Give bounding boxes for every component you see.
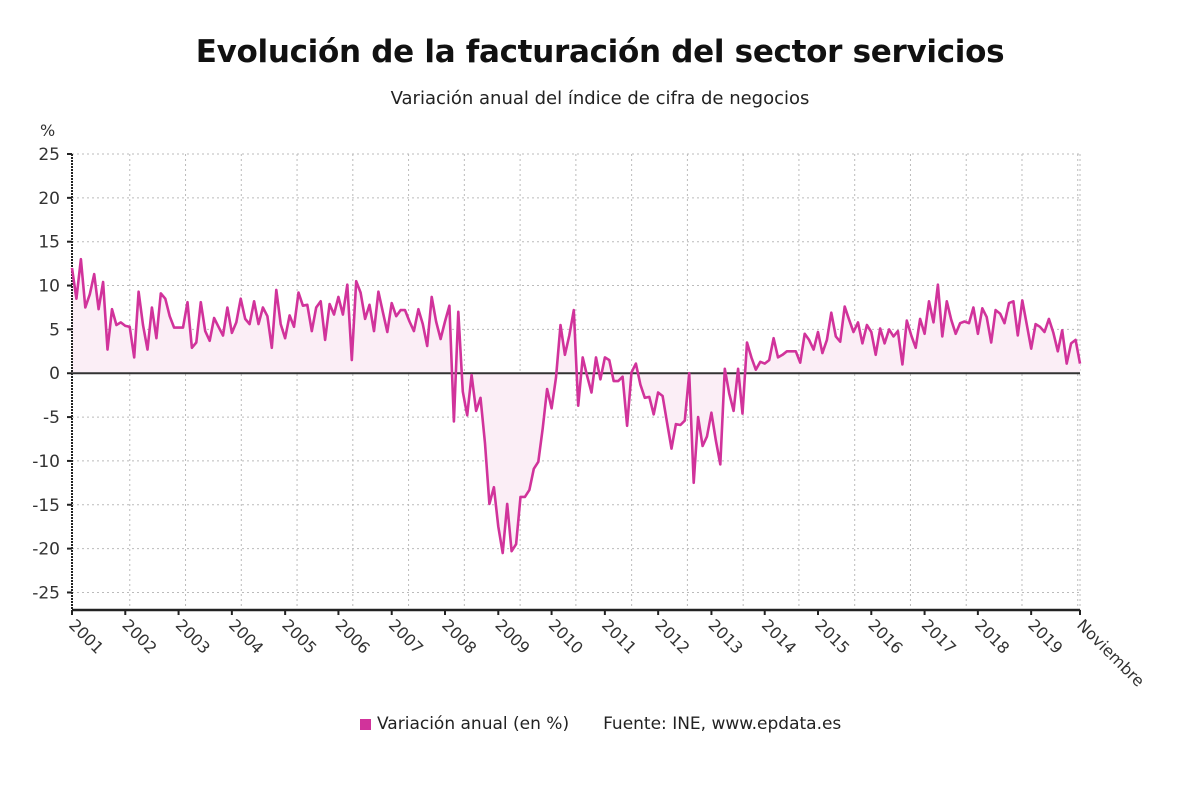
x-tick-label: 2018: [971, 615, 1013, 657]
x-tick-label: 2013: [705, 615, 747, 657]
x-tick-label: 2007: [385, 615, 427, 657]
x-axis-ticks: 2001 2002 2003 2004 2005 2006 2007 2008 2009 2010…: [65, 610, 1148, 691]
x-tick-label: 2016: [864, 615, 906, 657]
x-tick-label: 2011: [598, 615, 640, 657]
x-tick-label: 2003: [172, 615, 214, 657]
y-tick-label: -25: [32, 583, 60, 603]
y-tick-label: 0: [49, 364, 60, 384]
legend: Variación anual (en %) Fuente: INE, www.…: [360, 714, 841, 734]
series-line: [70, 257, 1082, 555]
y-tick-label: -10: [32, 452, 60, 472]
y-axis-ticks: 25 20 15 10 5 0 -5 -10 -15 -20 -25: [32, 145, 72, 603]
y-tick-label: -20: [32, 540, 60, 560]
y-tick-label: 10: [38, 277, 60, 297]
x-tick-label: 2008: [438, 615, 480, 657]
y-tick-label: 5: [49, 320, 60, 340]
chart-title: Evolución de la facturación del sector s…: [195, 34, 1005, 70]
legend-series-label: Variación anual (en %): [377, 714, 570, 734]
chart-subtitle: Variación anual del índice de cifra de n…: [390, 88, 810, 109]
x-tick-label: 2006: [332, 615, 374, 657]
x-tick-label: 2017: [918, 615, 960, 657]
x-tick-label: 2002: [118, 615, 160, 657]
y-tick-label: 15: [38, 233, 60, 253]
y-tick-label: 20: [38, 189, 60, 209]
x-tick-label: 2001: [65, 615, 107, 657]
y-tick-label: -15: [32, 496, 60, 516]
legend-swatch-icon: [360, 718, 371, 730]
y-axis-unit-label: %: [40, 121, 56, 140]
y-tick-label: -5: [43, 408, 60, 428]
gridlines: [72, 153, 1081, 610]
x-tick-label: 2004: [225, 615, 267, 657]
x-tick-label: 2010: [545, 615, 587, 657]
x-tick-label: 2019: [1024, 615, 1066, 657]
x-tick-label: 2009: [491, 615, 533, 657]
x-tick-label: Noviembre: [1073, 615, 1148, 690]
source-note: Fuente: INE, www.epdata.es: [603, 714, 842, 734]
y-tick-label: 25: [38, 145, 60, 165]
x-tick-label: 2015: [811, 615, 853, 657]
x-tick-label: 2014: [758, 615, 800, 657]
x-tick-label: 2012: [651, 615, 693, 657]
x-tick-label: 2005: [278, 615, 320, 657]
